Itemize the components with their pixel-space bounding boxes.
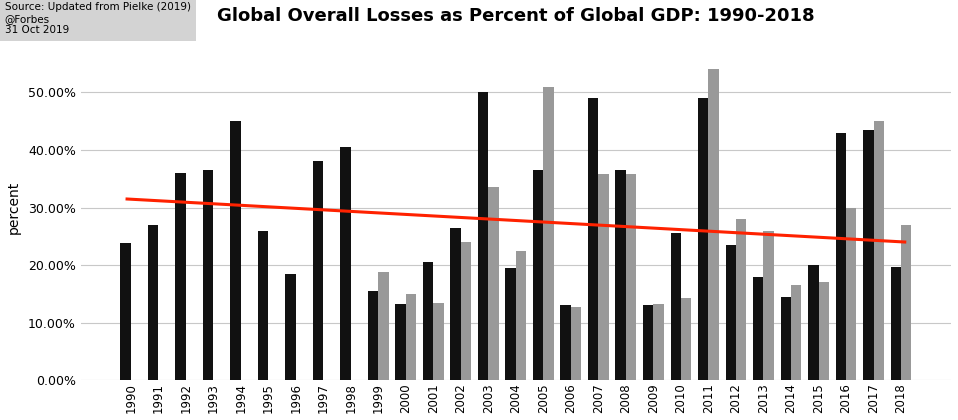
Bar xyxy=(313,162,324,380)
Bar xyxy=(753,277,764,380)
Bar xyxy=(378,272,389,380)
Bar xyxy=(698,98,709,380)
Bar xyxy=(230,121,240,380)
Bar xyxy=(781,297,791,380)
Bar xyxy=(478,92,489,380)
Bar xyxy=(653,304,664,380)
Bar xyxy=(203,170,214,380)
Bar xyxy=(258,231,268,380)
Bar xyxy=(571,307,582,380)
Bar xyxy=(433,302,444,380)
Bar xyxy=(901,225,911,380)
Bar xyxy=(846,207,856,380)
Bar xyxy=(808,265,818,380)
Bar xyxy=(340,147,351,380)
Bar xyxy=(368,291,378,380)
Bar xyxy=(891,267,901,380)
Bar xyxy=(863,130,874,380)
Bar xyxy=(835,133,846,380)
Bar xyxy=(148,225,158,380)
Bar xyxy=(599,174,609,380)
Bar xyxy=(533,170,543,380)
Bar xyxy=(818,282,829,380)
Bar xyxy=(736,219,746,380)
Bar xyxy=(874,121,884,380)
Bar xyxy=(422,262,433,380)
Bar xyxy=(489,187,499,380)
Y-axis label: percent: percent xyxy=(7,181,21,234)
Bar xyxy=(709,69,718,380)
Bar xyxy=(725,245,736,380)
Bar xyxy=(516,251,526,380)
Bar xyxy=(791,285,802,380)
Bar xyxy=(560,305,571,380)
Bar xyxy=(506,268,516,380)
Bar xyxy=(450,228,461,380)
Bar xyxy=(461,242,471,380)
Text: Source: Updated from Pielke (2019)
@Forbes
31 Oct 2019: Source: Updated from Pielke (2019) @Forb… xyxy=(5,2,191,35)
Bar xyxy=(396,304,406,380)
Bar xyxy=(175,173,186,380)
Bar xyxy=(671,234,681,380)
Bar xyxy=(285,274,296,380)
Bar xyxy=(681,298,692,380)
Bar xyxy=(764,231,774,380)
Bar xyxy=(626,174,636,380)
Title: Global Overall Losses as Percent of Global GDP: 1990-2018: Global Overall Losses as Percent of Glob… xyxy=(217,7,814,25)
Bar xyxy=(588,98,599,380)
Bar xyxy=(406,294,417,380)
Bar xyxy=(615,170,626,380)
Bar xyxy=(543,87,554,380)
Bar xyxy=(643,305,653,380)
Bar xyxy=(121,243,130,380)
